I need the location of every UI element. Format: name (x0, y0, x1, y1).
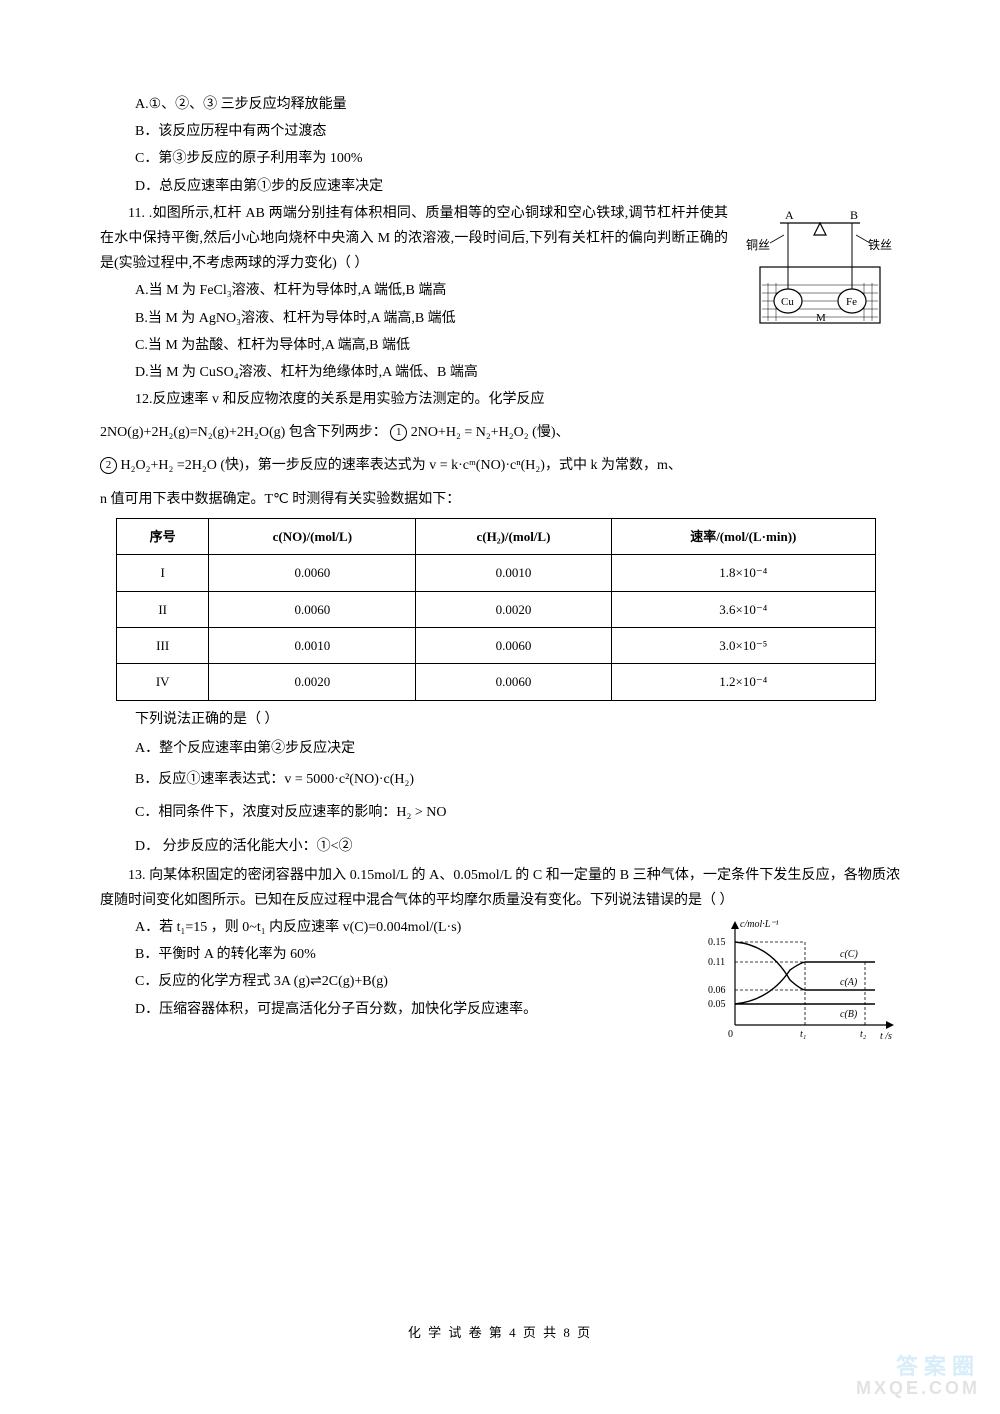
circled-1-icon: 1 (390, 424, 407, 441)
table-row: II 0.0060 0.0020 3.6×10⁻⁴ (117, 591, 876, 627)
q12-stem1: 12.反应速率 v 和反应物浓度的关系是用实验方法测定的。化学反应 (100, 387, 900, 412)
watermark: 答案圈 MXQE.COM (856, 1355, 980, 1399)
q12-eq1-step1: 2NO+H₂ = N₂+H₂O₂ (慢)、 (411, 425, 570, 440)
th-1: c(NO)/(mol/L) (209, 518, 416, 554)
watermark-line2: MXQE.COM (856, 1379, 980, 1399)
q11-figure: A B 铜丝 铁丝 Cu Fe M (740, 205, 900, 344)
q12-optB: B．反应①速率表达式：v = 5000·c²(NO)·c(H₂) (100, 767, 900, 792)
series-a: c(A) (840, 977, 858, 988)
svg-text:t₁: t₁ (800, 1029, 806, 1040)
series-c: c(C) (840, 949, 858, 960)
th-0: 序号 (117, 518, 209, 554)
ylabel: c/mol·L⁻¹ (740, 919, 779, 930)
q11-M: M (816, 312, 826, 324)
th-3: 速率/(mol/(L·min)) (611, 518, 875, 554)
table-row: III 0.0010 0.0060 3.0×10⁻⁵ (117, 627, 876, 663)
th-2: c(H₂)/(mol/L) (416, 518, 611, 554)
q12-optD: D． 分步反应的活化能大小：①<② (100, 834, 900, 859)
q12-eq2: 2 H₂O₂+H₂ =2H₂O (快)，第一步反应的速率表达式为 v = k·c… (100, 453, 900, 478)
q10-optB: B．该反应历程中有两个过渡态 (100, 119, 900, 144)
q13-chart: c/mol·L⁻¹ t /s 0.15 0.11 0.06 0.05 0 t₁ … (700, 915, 900, 1054)
q11-ball-fe: Fe (846, 296, 857, 308)
q12-eq1: 2NO(g)+2H₂(g)=N₂(g)+2H₂O(g) 包含下列两步： 1 2N… (100, 420, 900, 445)
svg-text:0: 0 (728, 1029, 733, 1040)
svg-text:0.05: 0.05 (708, 999, 726, 1010)
q12-stem2: n 值可用下表中数据确定。T℃ 时测得有关实验数据如下： (100, 487, 900, 512)
q12-optA: A．整个反应速率由第②步反应决定 (100, 736, 900, 761)
q11-label-B: B (850, 208, 858, 222)
page-footer: 化 学 试 卷 第 4 页 共 8 页 (0, 1321, 1000, 1344)
q10-optC: C．第③步反应的原子利用率为 100% (100, 146, 900, 171)
svg-text:0.11: 0.11 (708, 957, 725, 968)
series-b: c(B) (840, 1009, 858, 1020)
q11-ball-cu: Cu (781, 296, 794, 308)
q11-wire-fe: 铁丝 (868, 238, 892, 252)
q13-stem: 13. 向某体积固定的密闭容器中加入 0.15mol/L 的 A、0.05mol… (100, 863, 900, 913)
table-header-row: 序号 c(NO)/(mol/L) c(H₂)/(mol/L) 速率/(mol/(… (117, 518, 876, 554)
q10-optD: D．总反应速率由第①步的反应速率决定 (100, 174, 900, 199)
q10-optA: A.①、②、③ 三步反应均释放能量 (100, 92, 900, 117)
q11-optD: D.当 M 为 CuSO₄溶液、杠杆为绝缘体时,A 端低、B 端高 (100, 360, 900, 385)
q11-label-A: A (785, 208, 794, 222)
svg-text:t₂: t₂ (860, 1029, 867, 1040)
circled-2-icon: 2 (100, 457, 117, 474)
q12-eq1-before: 2NO(g)+2H₂(g)=N₂(g)+2H₂O(g) 包含下列两步： (100, 425, 387, 440)
watermark-line1: 答案圈 (856, 1355, 980, 1379)
q12-aftertable: 下列说法正确的是（ ） (100, 707, 900, 732)
xlabel: t /s (880, 1031, 892, 1042)
q12-optC: C．相同条件下，浓度对反应速率的影响：H₂ > NO (100, 800, 900, 825)
table-row: I 0.0060 0.0010 1.8×10⁻⁴ (117, 555, 876, 591)
q12-eq2-step2: H₂O₂+H₂ =2H₂O (快)，第一步反应的速率表达式为 v = k·cᵐ(… (121, 458, 682, 473)
svg-text:0.15: 0.15 (708, 937, 726, 948)
q12-table: 序号 c(NO)/(mol/L) c(H₂)/(mol/L) 速率/(mol/(… (116, 518, 876, 701)
svg-text:0.06: 0.06 (708, 985, 726, 996)
q11-wire-cu: 铜丝 (746, 237, 770, 252)
table-row: IV 0.0020 0.0060 1.2×10⁻⁴ (117, 664, 876, 700)
